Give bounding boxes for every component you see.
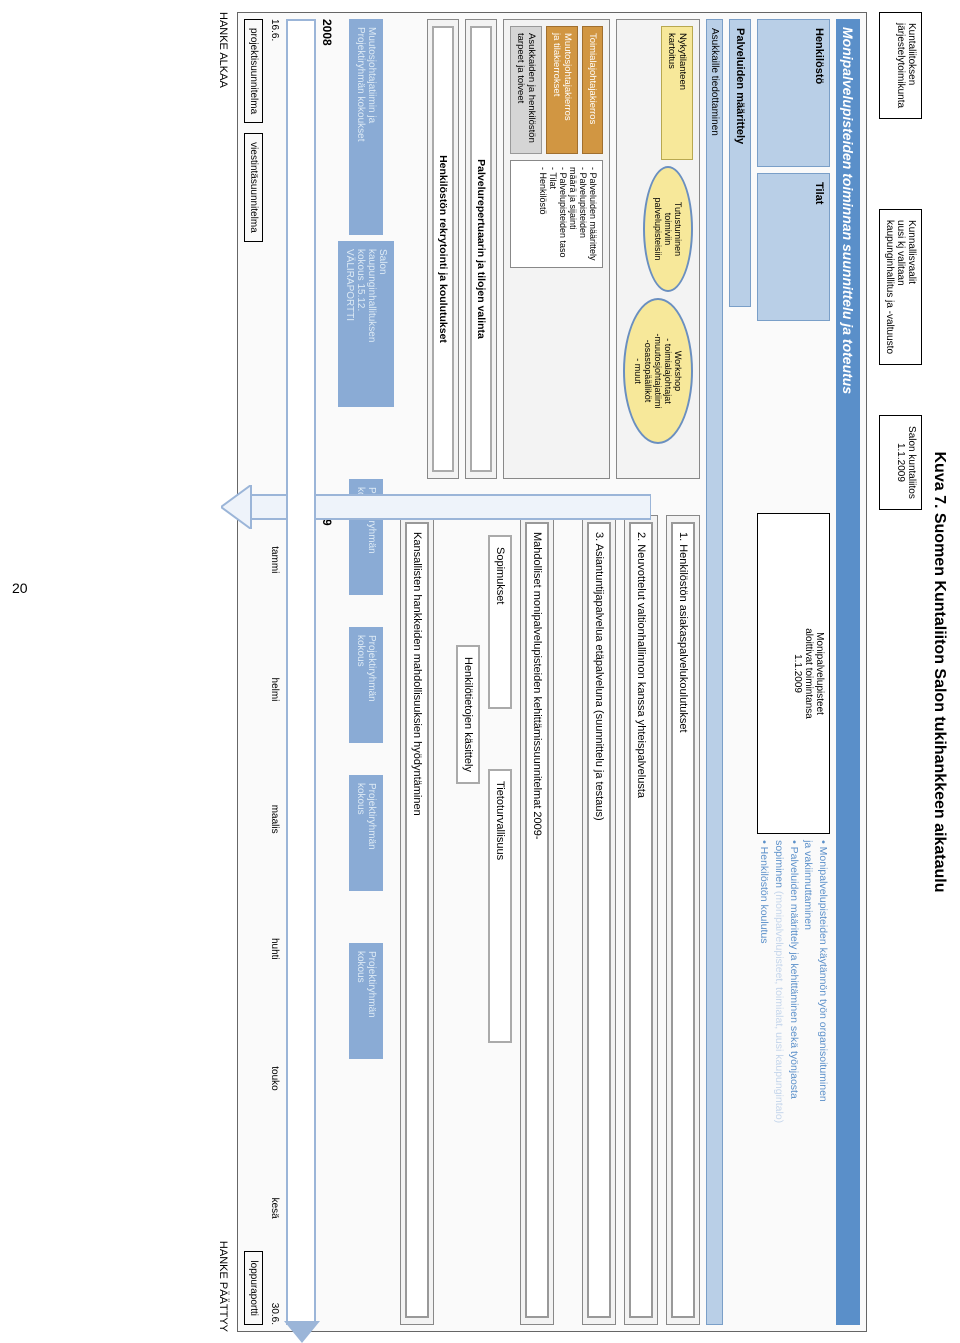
month-huhti: huhti bbox=[269, 886, 280, 1012]
plan-projekti: projektisuunnitelma bbox=[244, 19, 263, 123]
ellipse-tutustuminen: Tutustuminen toimiviin palvelupisteisiin bbox=[643, 166, 693, 292]
meeting-pill-4: Projektiryhmän kokous bbox=[349, 943, 383, 1059]
toimiala-box: Toimialajohtajakierros bbox=[582, 26, 603, 154]
top-box-right: Salon kuntaliitos 1.1.2009 bbox=[879, 415, 922, 510]
right-column: 1. Henkilöstön asiakaspalvelukoulutukset… bbox=[400, 485, 700, 1325]
main-frame: Monipalvelupisteiden toiminnan suunnitte… bbox=[237, 12, 867, 1332]
r2-box: 2. Neuvottelut valtionhallinnon kanssa y… bbox=[629, 522, 653, 1318]
tietoturva-box: Tietoturvallisuus bbox=[488, 769, 512, 1043]
cat-henkilosto: Henkilöstö bbox=[757, 19, 830, 167]
month-touko: touko bbox=[269, 1016, 280, 1142]
plan-loppu: loppuraportti bbox=[244, 1251, 263, 1325]
month-kesa: kesä bbox=[269, 1145, 280, 1271]
middle-section: Nykytilanteen kartoitus Tutustuminen toi… bbox=[400, 19, 700, 1325]
muutos-box: Muutosjohtajakierros ja tilakierrokset bbox=[546, 26, 578, 154]
main-banner: Monipalvelupisteiden toiminnan suunnitte… bbox=[836, 19, 860, 1325]
kierros-frame: Toimialajohtajakierros Muutosjohtajakier… bbox=[503, 19, 610, 479]
rekry-box: Henkilöstön rekrytointi ja koulutukset bbox=[432, 26, 454, 472]
palvelu-box: Palvelurepertuaarin ja tilojen valinta bbox=[470, 26, 492, 472]
r2-frame: 2. Neuvottelut valtionhallinnon kanssa y… bbox=[624, 515, 658, 1325]
r1-box: 1. Henkilöstön asiakaspalvelukoulutukset bbox=[671, 522, 695, 1318]
footer-left: HANKE ALKAA bbox=[217, 12, 229, 88]
year-2008: 2008 bbox=[320, 19, 334, 499]
date-row: 16.6. tammi helmi maalis huhti touko kes… bbox=[269, 19, 280, 1325]
r4-box: Mahdolliset monipalvelupisteiden kehittä… bbox=[525, 522, 549, 1318]
cat-row-1: Henkilöstö Tilat Monipalvelupisteet aloi… bbox=[757, 19, 830, 1325]
palvelu-frame: Palvelurepertuaarin ja tilojen valinta bbox=[465, 19, 497, 479]
meeting-left: Muutosjohtajatiimin ja Projektiryhmän ko… bbox=[349, 19, 383, 235]
date-end: 30.6. bbox=[269, 1275, 280, 1325]
nykytila-frame: Nykytilanteen kartoitus Tutustuminen toi… bbox=[616, 19, 700, 479]
left-column: Nykytilanteen kartoitus Tutustuminen toi… bbox=[400, 19, 700, 479]
nykytila-box: Nykytilanteen kartoitus bbox=[661, 26, 693, 160]
kansalliset-box: Kansallisten hankkeiden mahdollisuuksien… bbox=[405, 522, 429, 1318]
cat-row-2: Palveluiden määrittely bbox=[729, 19, 751, 1325]
r1-frame: 1. Henkilöstön asiakaspalvelukoulutukset bbox=[666, 515, 700, 1325]
plans-row: projektisuunnitelma viestintäsuunnitelma… bbox=[244, 19, 263, 1325]
milestone-box: Monipalvelupisteet aloittivat toimintans… bbox=[757, 513, 830, 834]
cat-palveluiden: Palveluiden määrittely bbox=[729, 19, 751, 307]
henkilotiedot-box: Henkilötietojen käsittely bbox=[456, 645, 480, 784]
footer-row: HANKE ALKAA HANKE PÄÄTTYY bbox=[217, 12, 229, 1332]
kansalliset-frame: Kansallisten hankkeiden mahdollisuuksien… bbox=[400, 515, 434, 1325]
footer-right: HANKE PÄÄTTYY bbox=[217, 1241, 229, 1332]
r4-frame: Mahdolliset monipalvelupisteiden kehittä… bbox=[520, 515, 554, 1325]
top-context-row: Kuntaliitoksen järjestelytoimikunta Kunn… bbox=[879, 12, 922, 1332]
diagram-title: Kuva 7. Suomen Kuntaliiton Salon tukihan… bbox=[930, 12, 948, 1332]
cat-tilat: Tilat bbox=[757, 173, 830, 321]
ellipse-workshop: Workshop - toimialajohtajat -muutosjohta… bbox=[623, 298, 693, 444]
timeline-arrow bbox=[286, 19, 316, 1325]
plan-viestinta: viestintäsuunnitelma bbox=[244, 133, 263, 242]
month-maalis: maalis bbox=[269, 756, 280, 882]
sopimukset-box: Sopimukset bbox=[488, 535, 512, 709]
bullet-1: • Monipalvelupisteiden käytännön työn or… bbox=[815, 840, 830, 1325]
rekry-frame: Henkilöstön rekrytointi ja koulutukset bbox=[427, 19, 459, 479]
date-start: 16.6. bbox=[269, 19, 280, 69]
bullet-2b: sopiminen (monipalvelupisteet, toimialat… bbox=[771, 840, 786, 1325]
top-box-left: Kuntaliitoksen järjestelytoimikunta bbox=[879, 12, 922, 119]
meeting-mid: Salon kaupunginhallituksen kokous 15.12.… bbox=[338, 241, 394, 407]
bullet-1b: ja vakiinnuttaminen bbox=[801, 840, 816, 1325]
top-box-middle: Kunnallisvaalit uusi kj valitaan kaupung… bbox=[879, 209, 922, 365]
list-box: - Palveluiden määrittely - Palvelupistei… bbox=[510, 160, 603, 268]
year-row: 2008 2009 bbox=[320, 19, 334, 1325]
r3-frame: 3. Asiantuntijapalvelua etäpalveluna (su… bbox=[582, 515, 616, 1325]
bullet-3: • Henkilöstön koulutus bbox=[757, 840, 772, 1325]
meeting-pill-3: Projektiryhmän kokous bbox=[349, 775, 383, 891]
meetings-row: Muutosjohtajatiimin ja Projektiryhmän ko… bbox=[338, 19, 394, 1325]
r3-box: 3. Asiantuntijapalvelua etäpalveluna (su… bbox=[587, 522, 611, 1318]
bullet-2: • Palveluiden määrittely ja kehittäminen… bbox=[786, 840, 801, 1325]
tiedottaminen-banner: Asukkaille tiedottaminen bbox=[706, 19, 723, 1325]
diagram-root: Kuva 7. Suomen Kuntaliiton Salon tukihan… bbox=[18, 12, 948, 1332]
bullets-box: • Monipalvelupisteiden käytännön työn or… bbox=[757, 840, 830, 1325]
month-helmi: helmi bbox=[269, 627, 280, 753]
meeting-pill-2: Projektiryhmän kokous bbox=[349, 627, 383, 743]
asukkaat-box: Asukkaiden ja henkilöstön tarpeet ja toi… bbox=[510, 26, 542, 154]
